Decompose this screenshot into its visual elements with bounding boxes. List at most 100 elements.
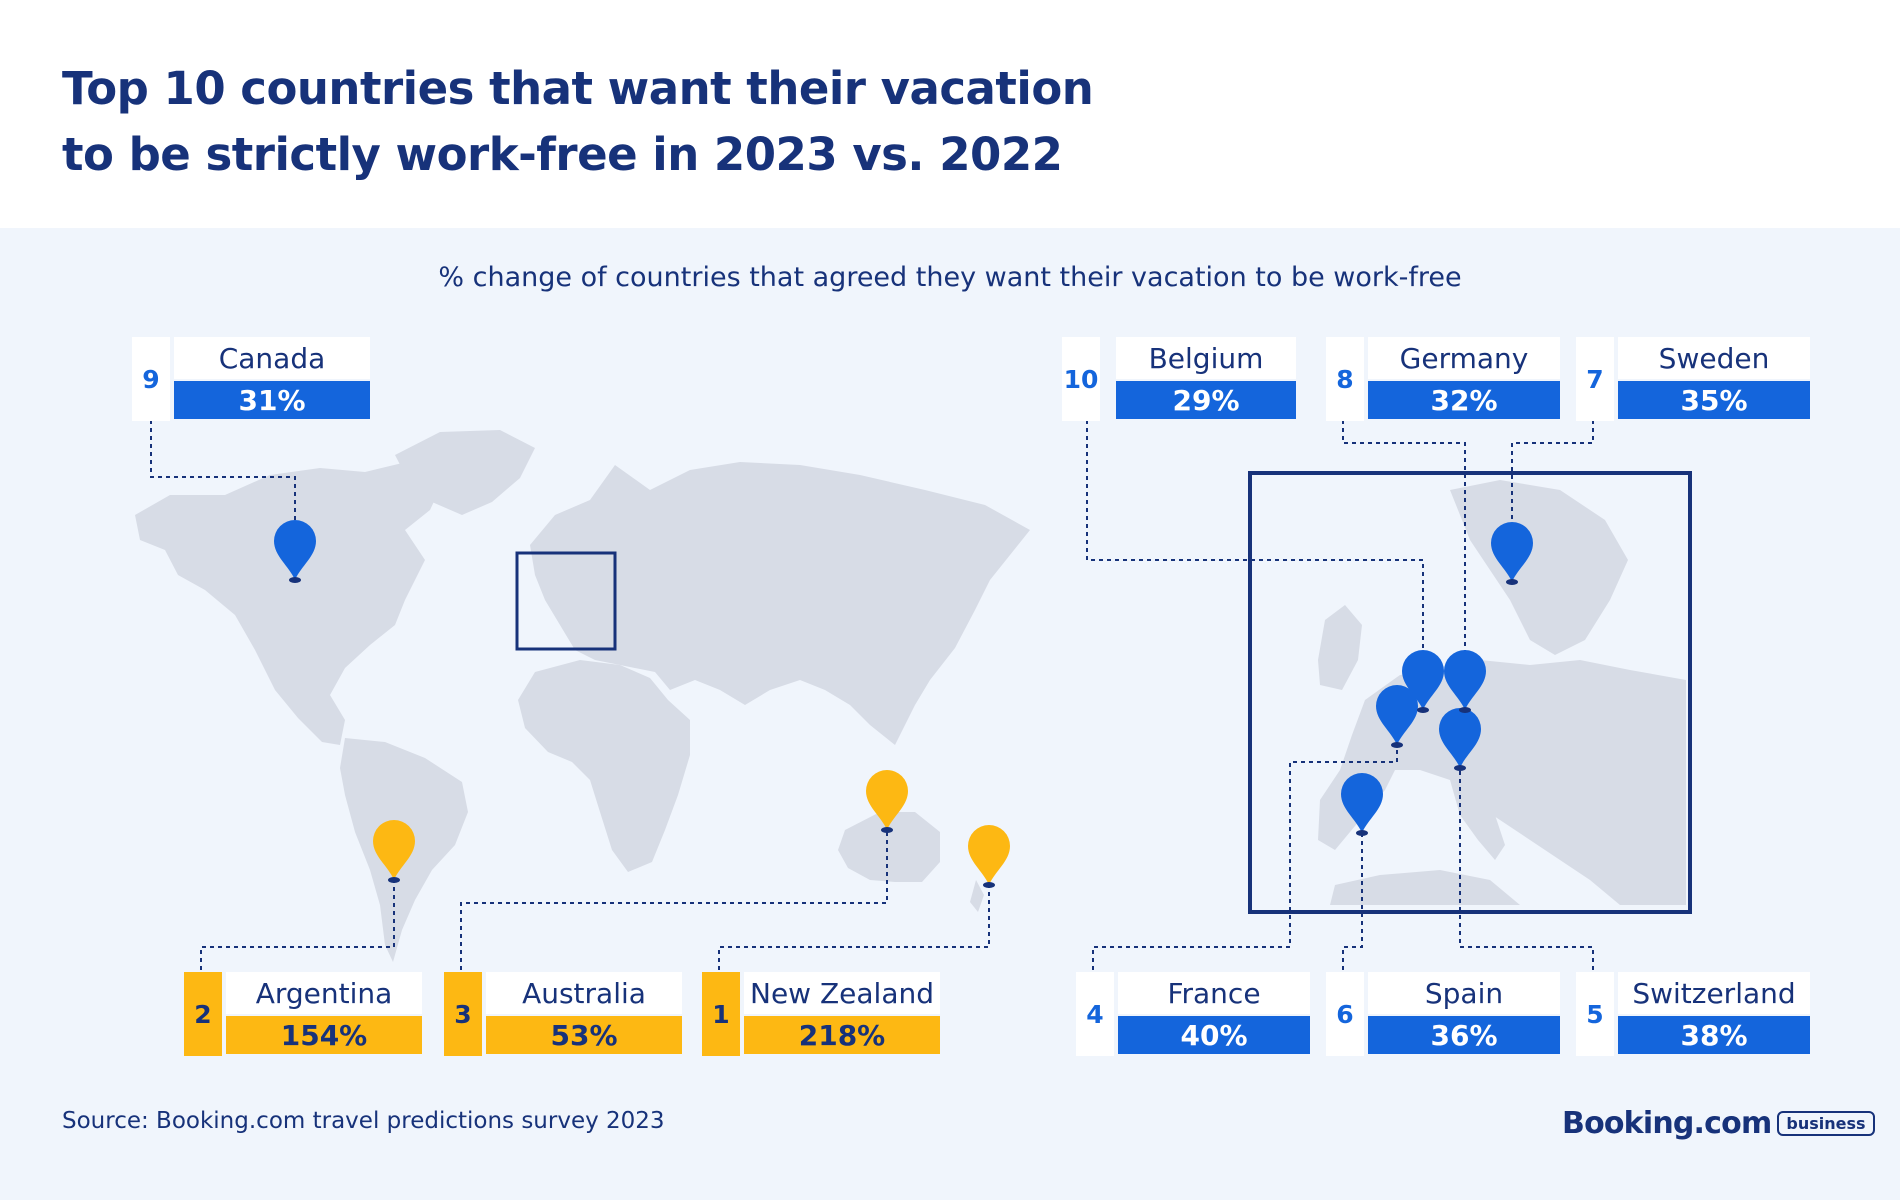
rank-number: 9 xyxy=(132,337,170,421)
pin-anchor xyxy=(1417,707,1429,713)
pin-body xyxy=(1402,650,1444,710)
country-name: France xyxy=(1118,972,1310,1014)
country-name: Switzerland xyxy=(1618,972,1810,1014)
country-card-germany: 8 Germany 32% xyxy=(1326,337,1560,421)
map-pin-icon-new-zealand xyxy=(968,825,1010,888)
percent-value: 40% xyxy=(1118,1016,1310,1054)
leader-line-argentina xyxy=(200,880,395,970)
africa-land xyxy=(518,660,690,872)
country-card-spain: 6 Spain 36% xyxy=(1326,972,1560,1056)
leader-line-germany xyxy=(1342,420,1466,695)
country-name: New Zealand xyxy=(744,972,940,1014)
brand-name: Booking.com xyxy=(1562,1106,1772,1141)
percent-value: 35% xyxy=(1618,381,1810,419)
leader-line-france xyxy=(1092,737,1398,970)
pin-body xyxy=(1439,708,1481,768)
percent-value: 36% xyxy=(1368,1016,1560,1054)
country-name: Spain xyxy=(1368,972,1560,1014)
map-pin-icon-belgium xyxy=(1402,650,1444,713)
map-pin-icon-sweden xyxy=(1491,522,1533,585)
pin-anchor xyxy=(881,827,893,833)
leader-line-spain xyxy=(1342,820,1363,970)
percent-value: 53% xyxy=(486,1016,682,1054)
country-name: Germany xyxy=(1368,337,1560,379)
world-map xyxy=(135,430,1030,962)
country-card-belgium: 10 Belgium 29% xyxy=(1062,337,1296,421)
pin-body xyxy=(1376,685,1418,745)
country-name: Belgium xyxy=(1116,337,1296,379)
australia-land xyxy=(838,812,940,882)
header xyxy=(0,0,1900,228)
new-zealand-land xyxy=(970,880,984,912)
greenland-land xyxy=(395,430,535,515)
pin-anchor xyxy=(1356,830,1368,836)
rank-number: 6 xyxy=(1326,972,1364,1056)
country-card-australia: 3 Australia 53% xyxy=(444,972,682,1056)
pin-body xyxy=(968,825,1010,885)
pin-anchor xyxy=(1506,579,1518,585)
pin-anchor xyxy=(1391,742,1403,748)
scandinavia-land xyxy=(1450,480,1628,655)
pin-body xyxy=(1491,522,1533,582)
rank-number: 5 xyxy=(1576,972,1614,1056)
country-card-france: 4 France 40% xyxy=(1076,972,1310,1056)
country-name: Australia xyxy=(486,972,682,1014)
percent-value: 29% xyxy=(1116,381,1296,419)
rank-number: 10 xyxy=(1062,337,1100,421)
country-card-switzerland: 5 Switzerland 38% xyxy=(1576,972,1810,1056)
rank-number: 7 xyxy=(1576,337,1614,421)
pin-anchor xyxy=(1454,765,1466,771)
pin-body xyxy=(1341,773,1383,833)
map-pin-icon-france xyxy=(1376,685,1418,748)
source-note: Source: Booking.com travel predictions s… xyxy=(62,1108,665,1134)
percent-value: 38% xyxy=(1618,1016,1810,1054)
leader-line-belgium xyxy=(1086,420,1424,700)
leader-line-canada xyxy=(150,420,296,580)
pin-anchor xyxy=(289,577,301,583)
leader-line-new-zealand xyxy=(718,885,990,970)
title-line-2: to be strictly work-free in 2023 vs. 202… xyxy=(62,128,1063,181)
country-name: Sweden xyxy=(1618,337,1810,379)
map-pin-icon-germany xyxy=(1444,650,1486,713)
percent-value: 154% xyxy=(226,1016,422,1054)
pin-anchor xyxy=(983,882,995,888)
north-america-land xyxy=(135,460,445,745)
rank-number: 3 xyxy=(444,972,482,1056)
pin-body xyxy=(1444,650,1486,710)
pin-body xyxy=(274,520,316,580)
pin-anchor xyxy=(388,877,400,883)
title-line-1: Top 10 countries that want their vacatio… xyxy=(62,62,1094,115)
map-pin-icon-switzerland xyxy=(1439,708,1481,771)
brand-badge: business xyxy=(1777,1111,1875,1136)
rank-number: 2 xyxy=(184,972,222,1056)
country-name: Argentina xyxy=(226,972,422,1014)
rank-number: 4 xyxy=(1076,972,1114,1056)
italy-land xyxy=(1450,780,1505,860)
country-card-sweden: 7 Sweden 35% xyxy=(1576,337,1810,421)
uk-land xyxy=(1318,605,1362,690)
pin-body xyxy=(866,770,908,830)
brand-logo: Booking.com business xyxy=(1562,1106,1875,1141)
country-card-new-zealand: 1 New Zealand 218% xyxy=(702,972,940,1056)
eurasia-land xyxy=(530,462,1030,745)
percent-value: 31% xyxy=(174,381,370,419)
chart-title: Top 10 countries that want their vacatio… xyxy=(62,56,1262,188)
leader-line-sweden xyxy=(1511,420,1594,555)
country-name: Canada xyxy=(174,337,370,379)
chart-subtitle: % change of countries that agreed they w… xyxy=(438,262,1462,293)
leader-lines xyxy=(150,420,1594,970)
map-pin-icon-australia xyxy=(866,770,908,833)
north-africa-land xyxy=(1330,870,1520,905)
pin-body xyxy=(373,820,415,880)
europe-highlight-box xyxy=(515,551,617,651)
country-card-argentina: 2 Argentina 154% xyxy=(184,972,422,1056)
percent-value: 218% xyxy=(744,1016,940,1054)
map-pin-icon-argentina xyxy=(373,820,415,883)
pin-anchor xyxy=(1459,707,1471,713)
leader-line-australia xyxy=(460,830,888,970)
percent-value: 32% xyxy=(1368,381,1560,419)
leader-line-switzerland xyxy=(1459,752,1594,970)
country-card-canada: 9 Canada 31% xyxy=(132,337,370,421)
map-pin-icon-spain xyxy=(1341,773,1383,836)
